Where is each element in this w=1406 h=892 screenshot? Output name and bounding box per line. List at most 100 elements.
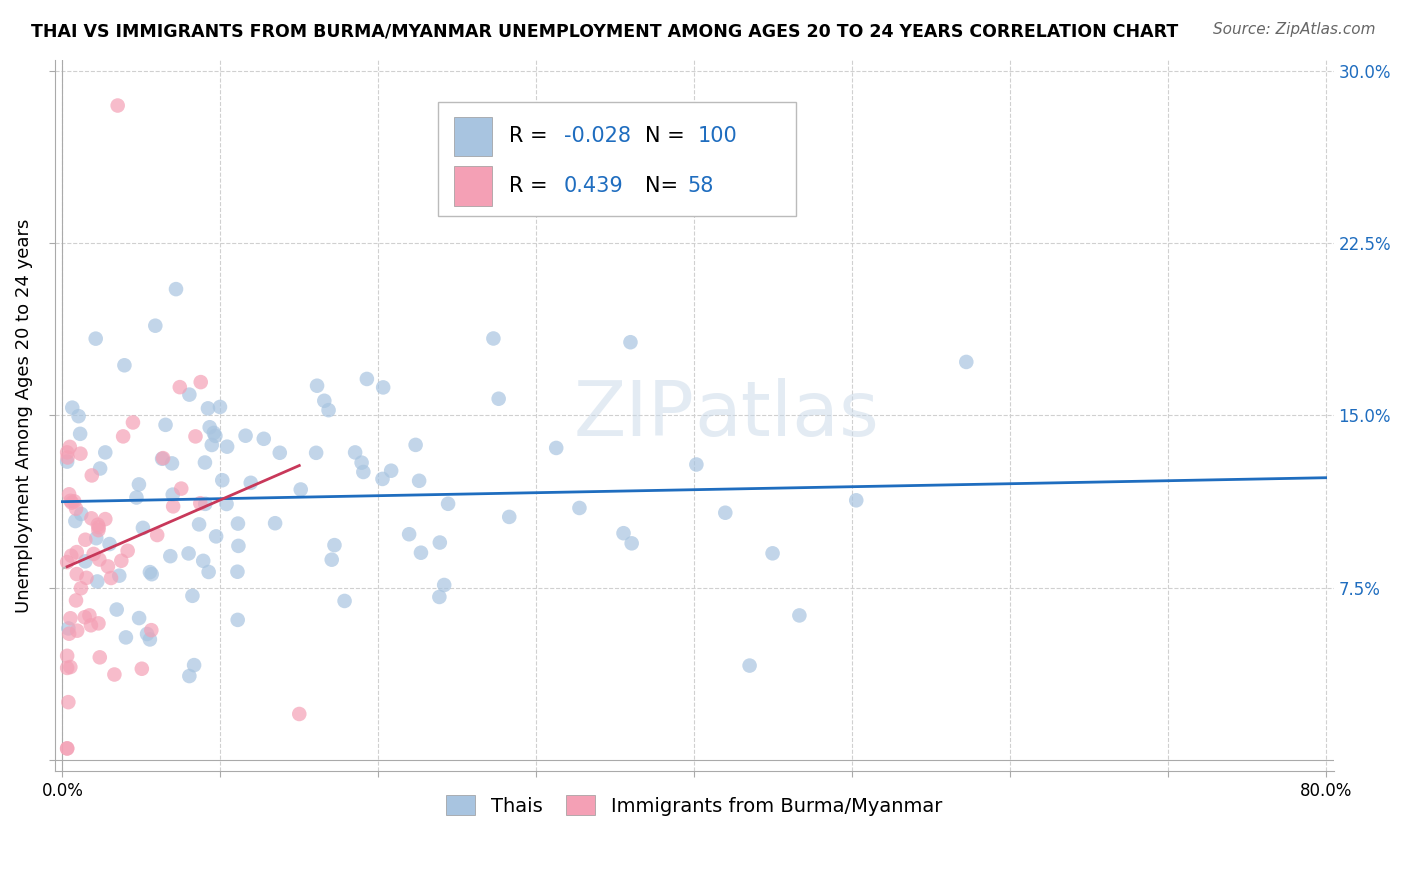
Point xyxy=(188,517,211,532)
Point xyxy=(87,616,110,631)
Point xyxy=(73,610,96,624)
Point xyxy=(685,458,707,472)
Point xyxy=(429,590,451,604)
Point xyxy=(177,546,200,560)
Point xyxy=(201,438,224,452)
Point xyxy=(162,500,184,514)
Point xyxy=(205,529,228,543)
Point xyxy=(128,477,150,491)
Point xyxy=(181,589,204,603)
Point xyxy=(60,549,83,563)
Point xyxy=(188,496,211,510)
Point xyxy=(107,98,129,112)
Point xyxy=(183,658,205,673)
Point xyxy=(110,554,132,568)
Point xyxy=(58,622,80,636)
Point xyxy=(253,432,276,446)
Point xyxy=(314,393,336,408)
Point xyxy=(122,416,145,430)
Point xyxy=(80,511,103,525)
Point xyxy=(58,626,80,640)
Point xyxy=(318,403,340,417)
Text: N =: N = xyxy=(645,127,692,146)
Point xyxy=(321,552,343,566)
Point xyxy=(194,497,217,511)
Point xyxy=(87,520,110,534)
Point xyxy=(84,531,107,545)
Point xyxy=(170,482,193,496)
Point xyxy=(59,660,82,674)
Point xyxy=(429,535,451,549)
Legend: Thais, Immigrants from Burma/Myanmar: Thais, Immigrants from Burma/Myanmar xyxy=(436,786,952,826)
Point xyxy=(198,420,221,434)
Point xyxy=(83,547,105,561)
Point xyxy=(197,565,219,579)
Point xyxy=(356,372,378,386)
Point xyxy=(89,552,111,566)
Point xyxy=(75,533,97,547)
Point xyxy=(290,483,312,497)
Text: THAI VS IMMIGRANTS FROM BURMA/MYANMAR UNEMPLOYMENT AMONG AGES 20 TO 24 YEARS COR: THAI VS IMMIGRANTS FROM BURMA/MYANMAR UN… xyxy=(31,22,1178,40)
Point xyxy=(69,426,91,441)
Text: ZIP: ZIP xyxy=(574,378,695,452)
Point xyxy=(56,450,79,465)
Point xyxy=(408,474,430,488)
Point xyxy=(59,440,82,454)
Text: atlas: atlas xyxy=(695,378,879,452)
Point xyxy=(60,401,83,415)
Point xyxy=(136,627,159,641)
Point xyxy=(226,565,249,579)
FancyBboxPatch shape xyxy=(439,103,796,216)
Point xyxy=(70,507,93,521)
Point xyxy=(94,512,117,526)
Text: N=: N= xyxy=(645,177,685,196)
Point xyxy=(89,461,111,475)
Point xyxy=(193,554,215,568)
Point xyxy=(160,456,183,470)
Point xyxy=(738,658,761,673)
Point xyxy=(217,440,239,454)
Point xyxy=(235,428,257,442)
Point xyxy=(373,380,395,394)
Point xyxy=(67,409,90,424)
Text: R =: R = xyxy=(509,177,554,196)
Point xyxy=(87,523,110,537)
Y-axis label: Unemployment Among Ages 20 to 24 years: Unemployment Among Ages 20 to 24 years xyxy=(15,219,32,613)
Point xyxy=(56,445,79,459)
Point xyxy=(165,282,187,296)
Point xyxy=(84,332,107,346)
Point xyxy=(65,501,87,516)
Point xyxy=(761,546,783,560)
Point xyxy=(344,445,367,459)
Point xyxy=(70,581,93,595)
Point xyxy=(612,526,634,541)
Point xyxy=(75,554,97,568)
Point xyxy=(288,706,311,721)
Point xyxy=(197,401,219,416)
Point xyxy=(482,331,505,345)
Point xyxy=(139,565,162,579)
Point xyxy=(141,623,163,637)
Point xyxy=(66,567,89,582)
Point xyxy=(56,648,79,663)
Point xyxy=(488,392,510,406)
Point xyxy=(97,559,120,574)
Point xyxy=(112,429,135,443)
Point xyxy=(226,516,249,531)
Point xyxy=(498,509,520,524)
Text: 58: 58 xyxy=(688,177,714,196)
Point xyxy=(619,335,641,350)
Point xyxy=(60,496,83,510)
Point xyxy=(714,506,737,520)
Point xyxy=(215,497,238,511)
Point xyxy=(131,662,153,676)
Point xyxy=(103,667,125,681)
Point xyxy=(143,318,166,333)
Point xyxy=(58,695,80,709)
Text: R =: R = xyxy=(509,127,554,146)
Point xyxy=(132,521,155,535)
Point xyxy=(125,491,148,505)
Point xyxy=(333,594,356,608)
Point xyxy=(380,464,402,478)
Point xyxy=(108,568,131,582)
